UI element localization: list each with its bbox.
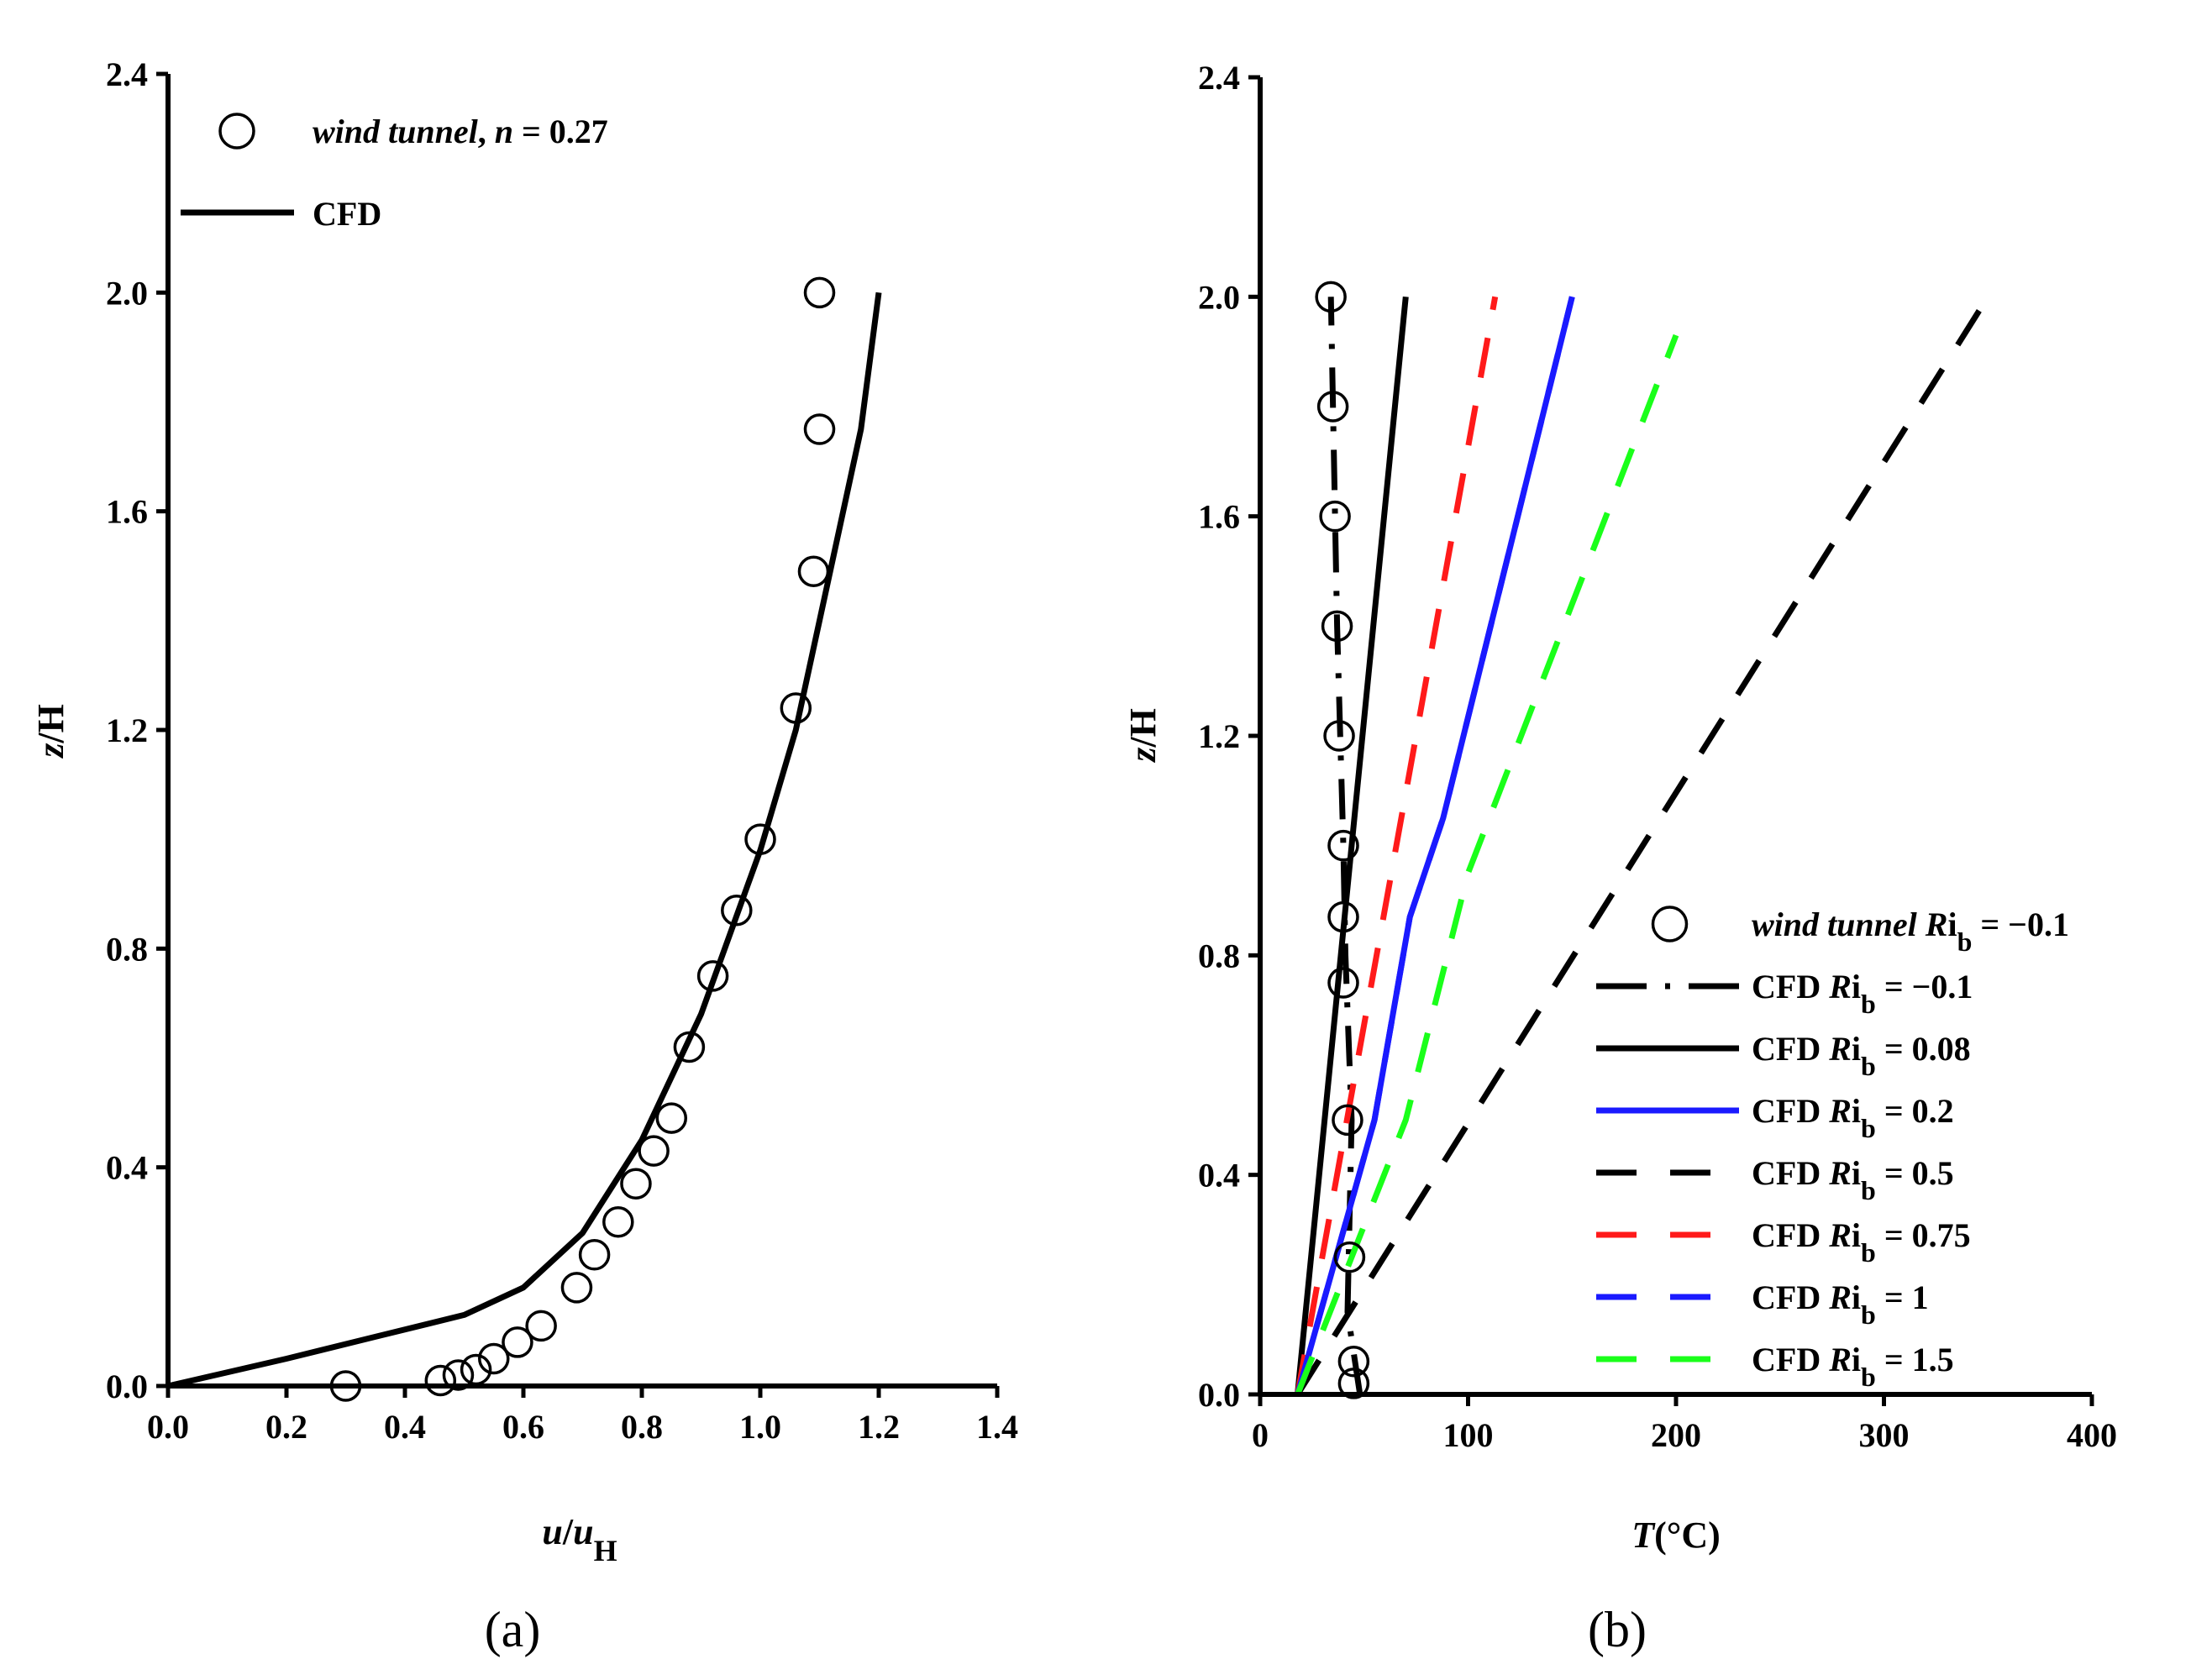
chart-a-data-point [803,413,836,445]
chart-b-series-line-7 [1295,333,1679,1396]
chart-b-series-line-5 [1295,296,1499,1395]
chart-b-data-point [1337,1368,1370,1399]
chart-b-x-ticks: 0 100 200 300 400 [1252,1394,2117,1454]
chart-b-x-label: T(°C) [1631,1515,1721,1556]
chart-b-x-tick-label: 400 [2067,1416,2117,1454]
chart-a-y-tick-label: 2.0 [106,274,148,312]
chart-b-x-tick-label: 100 [1443,1416,1494,1454]
chart-a-data-point [780,692,812,724]
chart-b: 0.0 0.4 0.8 1.2 1.6 2.0 2.4 0 100 200 300 400 wind… [1122,59,2117,1657]
legend-b-label-4: CFD Rib = 0.5 [1752,1154,1954,1205]
chart-a-data-point [442,1359,475,1391]
chart-a-x-tick-label: 1.2 [858,1408,900,1446]
chart-b-data-point [1323,720,1355,752]
legend-b-label-3: CFD Rib = 0.2 [1752,1092,1954,1143]
chart-a-data-point [502,1326,533,1358]
chart-b-data-point [1315,281,1347,313]
chart-a-data-point [560,1272,593,1304]
chart-a-data-point [803,276,836,309]
chart-a-y-tick-label: 0.0 [106,1368,148,1405]
chart-a-data-point [525,1310,557,1342]
chart-a-y-tick-label: 2.4 [106,55,148,93]
legend-a-0-label: wind tunnel, n = 0.27 [313,113,608,150]
chart-a: 0.0 0.4 0.8 1.2 1.6 2.0 2.4 0.0 0.2 0.4 0.6 0.8 1.0… [30,55,1018,1657]
chart-a-x-label: u/uH [542,1511,617,1567]
chart-b-y-label: z/H [1122,708,1164,764]
legend-b-label-2: CFD Rib = 0.08 [1752,1030,1971,1081]
chart-a-x-tick-label: 0.0 [147,1408,189,1446]
chart-b-data-point [1327,829,1359,862]
chart-b-legend: wind tunnel Rib = −0.1 CFD Rib = −0.1 CFD … [1596,906,2069,1392]
chart-a-data-point [620,1168,652,1200]
chart-b-data-point [1333,1241,1366,1273]
chart-a-y-tick-label: 1.6 [106,493,148,531]
chart-a-x-tick-label: 0.4 [384,1408,426,1446]
chart-b-y-tick-label: 0.4 [1198,1157,1240,1194]
chart-b-y-ticks: 0.0 0.4 0.8 1.2 1.6 2.0 2.4 [1198,59,1260,1414]
chart-b-x-tick-label: 200 [1651,1416,1701,1454]
chart-b-y-tick-label: 2.4 [1198,59,1240,97]
chart-a-data-point [721,895,753,927]
chart-b-data-point [1327,967,1359,999]
chart-b-x-tick-label: 300 [1859,1416,1910,1454]
chart-a-data-point [655,1102,687,1134]
chart-a-legend: wind tunnel, n = 0.27 CFD [181,113,608,233]
chart-a-plot-area [167,276,882,1402]
chart-b-data-point [1316,391,1349,423]
chart-a-x-tick-label: 0.6 [502,1408,544,1446]
chart-b-data-point [1337,1346,1370,1378]
chart-a-data-point [602,1206,634,1238]
chart-a-data-point [578,1239,611,1271]
legend-b-label-1: CFD Rib = −0.1 [1752,968,1973,1019]
legend-b-marker-0 [1651,906,1689,942]
chart-a-data-point [744,823,776,855]
chart-a-panel-label: (a) [485,1602,541,1657]
chart-b-axes: 0.0 0.4 0.8 1.2 1.6 2.0 2.4 0 100 200 300 400 [1198,59,2117,1454]
chart-b-panel-label: (b) [1588,1602,1647,1657]
legend-b-label-6: CFD Rib = 1 [1752,1278,1929,1330]
chart-a-y-tick-label: 1.2 [106,711,148,749]
legend-a-0-marker [218,113,255,150]
chart-a-data-point [638,1135,670,1167]
chart-b-y-tick-label: 1.6 [1198,498,1240,536]
chart-b-data-point [1332,1104,1363,1137]
chart-b-plot-area [1295,281,1991,1399]
chart-a-x-tick-label: 1.4 [976,1408,1018,1446]
chart-a-x-tick-label: 0.2 [265,1408,307,1446]
chart-b-series-line-2 [1295,296,1409,1395]
chart-b-series-line-6 [1295,296,1575,1395]
chart-b-x-tick-label: 0 [1252,1416,1269,1454]
chart-a-data-point [478,1342,510,1375]
chart-a-y-tick-label: 0.4 [106,1149,148,1187]
chart-b-data-point [1319,500,1351,533]
chart-a-y-label: z/H [30,704,71,759]
chart-a-data-point [673,1031,706,1063]
chart-b-series-line-4 [1295,295,1991,1396]
chart-a-y-ticks: 0.0 0.4 0.8 1.2 1.6 2.0 2.4 [106,55,168,1405]
legend-b-label-5: CFD Rib = 0.75 [1752,1216,1971,1268]
chart-a-data-point [797,555,830,588]
chart-a-y-tick-label: 0.8 [106,930,148,968]
legend-a-1-label: CFD [313,195,381,233]
chart-b-y-tick-label: 0.0 [1198,1376,1240,1414]
chart-a-x-tick-label: 1.0 [739,1408,781,1446]
chart-b-y-tick-label: 0.8 [1198,937,1240,974]
chart-a-x-tick-label: 0.8 [621,1408,663,1446]
chart-a-data-point [696,960,729,992]
chart-a-series-line-1 [167,291,882,1389]
chart-a-axes: 0.0 0.4 0.8 1.2 1.6 2.0 2.4 0.0 0.2 0.4 0.6 0.8 1.0… [106,55,1018,1446]
legend-b-label-0: wind tunnel Rib = −0.1 [1752,906,2069,957]
chart-b-y-tick-label: 1.2 [1198,717,1240,755]
chart-b-data-point [1327,900,1359,933]
chart-b-y-tick-label: 2.0 [1198,278,1240,316]
chart-b-data-point [1321,610,1353,643]
chart-a-x-ticks: 0.0 0.2 0.4 0.6 0.8 1.0 1.2 1.4 [147,1386,1018,1446]
chart-a-data-point [424,1364,457,1397]
legend-b-label-7: CFD Rib = 1.5 [1752,1341,1954,1392]
